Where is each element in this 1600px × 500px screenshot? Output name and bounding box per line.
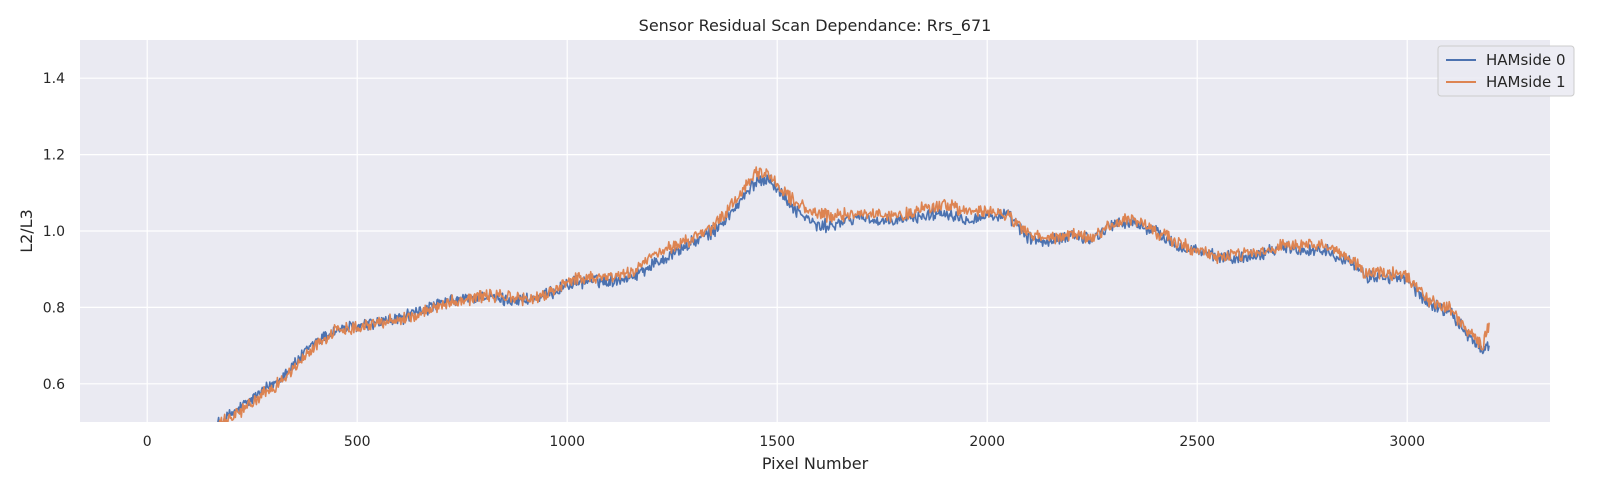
x-tick-label: 2000 bbox=[969, 434, 1005, 450]
x-tick-label: 1500 bbox=[759, 434, 795, 450]
y-axis-label: L2/L3 bbox=[17, 209, 36, 253]
y-tick-label: 1.0 bbox=[43, 224, 65, 240]
y-tick-label: 0.6 bbox=[43, 377, 65, 393]
legend-label-hamside-0: HAMside 0 bbox=[1486, 51, 1566, 69]
legend-label-hamside-1: HAMside 1 bbox=[1486, 73, 1566, 91]
series-layer bbox=[217, 166, 1490, 422]
y-tick-label: 1.2 bbox=[43, 148, 65, 164]
series-line-hamside-1 bbox=[218, 166, 1490, 422]
legend: HAMside 0 HAMside 1 bbox=[1437, 45, 1575, 97]
x-tick-label: 0 bbox=[143, 434, 152, 450]
y-tick-labels: 0.6 0.8 1.0 1.2 1.4 bbox=[43, 71, 65, 393]
chart-title: Sensor Residual Scan Dependance: Rrs_671 bbox=[639, 16, 992, 36]
x-tick-label: 3000 bbox=[1389, 434, 1425, 450]
x-axis-label: Pixel Number bbox=[762, 454, 869, 473]
x-tick-label: 500 bbox=[344, 434, 371, 450]
x-tick-labels: 0 500 1000 1500 2000 2500 3000 bbox=[143, 434, 1425, 450]
x-tick-label: 1000 bbox=[549, 434, 585, 450]
y-tick-label: 1.4 bbox=[43, 71, 65, 87]
x-tick-label: 2500 bbox=[1179, 434, 1215, 450]
legend-box bbox=[1437, 45, 1575, 97]
grid-lines bbox=[80, 40, 1550, 422]
y-tick-label: 0.8 bbox=[43, 300, 65, 316]
